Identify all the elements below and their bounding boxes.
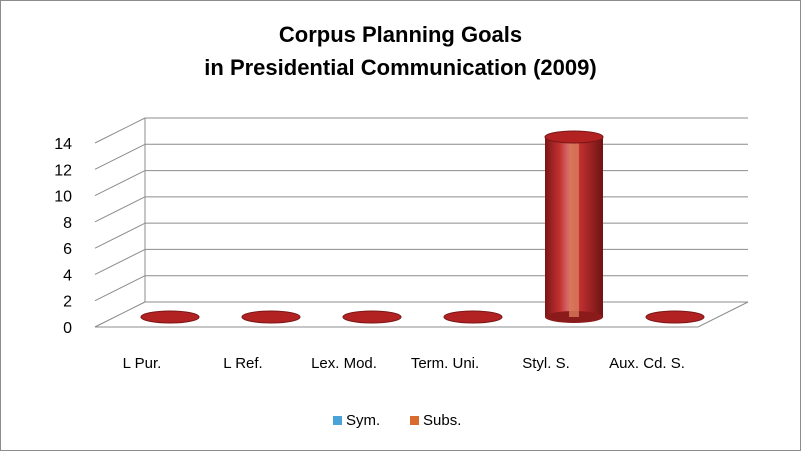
x-category-label: Lex. Mod.: [311, 355, 377, 372]
x-category-label: L Ref.: [223, 355, 262, 372]
cylinder-bar-top: [544, 130, 604, 144]
gridline-side: [94, 275, 146, 302]
cylinder-bar-highlight: [569, 137, 579, 317]
chart-title-line-1: Corpus Planning Goals: [278, 22, 523, 47]
x-category-label: Aux. Cd. S.: [609, 355, 685, 372]
x-category-label: Styl. S.: [522, 355, 570, 372]
cylinder-bar-top: [443, 310, 503, 324]
x-category-label: Term. Uni.: [411, 355, 479, 372]
cylinder-bar-top: [140, 310, 200, 324]
legend-swatch-subs: [410, 416, 419, 425]
y-tick-label: 12: [54, 162, 72, 179]
y-tick-label: 6: [63, 241, 72, 258]
gridline-side: [94, 170, 146, 197]
chart-title-line-2: in Presidential Communication (2009): [204, 55, 597, 80]
legend-label: Sym.: [346, 412, 380, 429]
gridline-side: [94, 222, 146, 249]
gridline-side: [94, 196, 146, 223]
chart-title: Corpus Planning Goals in Presidential Co…: [0, 18, 801, 84]
cylinder-bar-top: [342, 310, 402, 324]
y-tick-label: 4: [63, 267, 72, 284]
cylinder-bar-top: [645, 310, 705, 324]
legend-swatch-sym: [333, 416, 342, 425]
y-tick-label: 2: [63, 294, 72, 311]
gridline-side: [94, 117, 146, 144]
y-tick-label: 10: [54, 189, 72, 206]
gridline-side: [94, 248, 146, 275]
y-tick-label: 8: [63, 215, 72, 232]
gridline-side: [94, 143, 146, 170]
cylinder-bar-top: [241, 310, 301, 324]
y-tick-label: 0: [63, 320, 72, 337]
y-tick-label: 14: [54, 136, 72, 153]
x-category-label: L Pur.: [123, 355, 162, 372]
legend-label: Subs.: [423, 412, 461, 429]
